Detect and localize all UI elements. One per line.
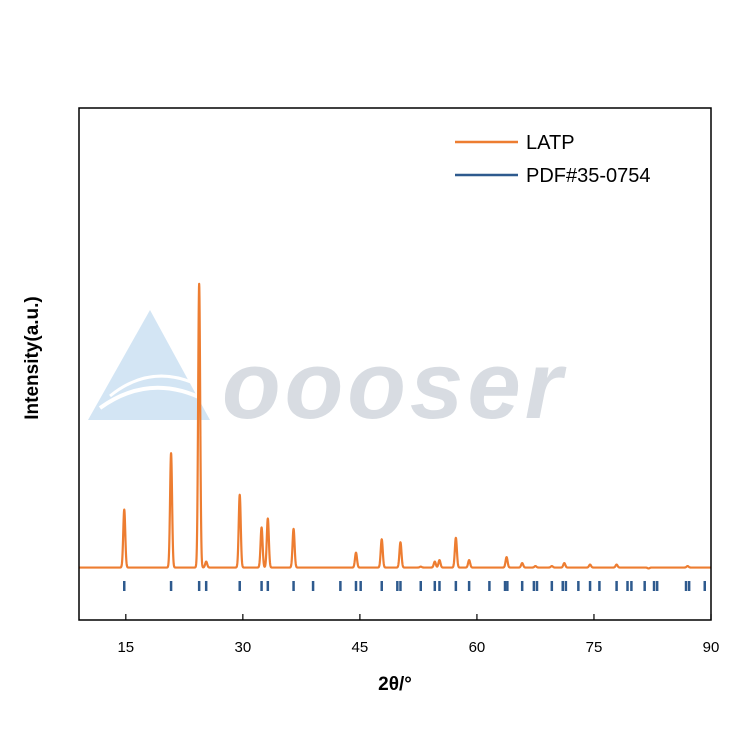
x-tick-label: 75 — [586, 639, 603, 656]
x-axis-title: 2θ/° — [378, 674, 412, 695]
reference-sticks — [123, 581, 707, 591]
plot-area — [78, 282, 712, 570]
x-tick-label: 30 — [235, 639, 252, 656]
x-tick-label: 45 — [352, 639, 369, 656]
x-tick-label: 90 — [703, 639, 720, 656]
y-axis-title: Intensity(a.u.) — [22, 296, 43, 420]
x-axis-ticks: 15 30 45 60 75 90 — [117, 614, 719, 656]
x-tick-label: 60 — [469, 639, 486, 656]
legend: LATP PDF#35-0754 — [455, 132, 651, 187]
legend-label-pdf: PDF#35-0754 — [526, 165, 651, 187]
legend-label-latp: LATP — [526, 132, 575, 154]
watermark-triangle-icon — [88, 310, 210, 420]
watermark-logo: oooser — [88, 310, 567, 439]
x-tick-label: 15 — [117, 639, 134, 656]
plot-frame — [78, 107, 712, 621]
series-line-latp — [78, 282, 712, 570]
watermark-text: oooser — [222, 332, 567, 439]
